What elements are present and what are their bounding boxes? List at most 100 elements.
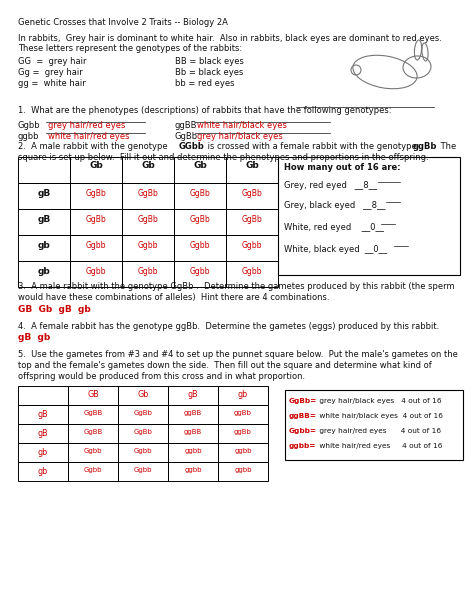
Bar: [122, 209, 174, 235]
Bar: [174, 261, 226, 287]
Text: ggbb: ggbb: [234, 467, 252, 473]
Bar: [18, 424, 68, 443]
Bar: [218, 462, 268, 481]
Text: Grey, red eyed   __8__: Grey, red eyed __8__: [284, 181, 377, 190]
Bar: [18, 462, 68, 481]
Bar: [118, 386, 168, 405]
Bar: [68, 405, 118, 424]
Text: ggbb: ggbb: [234, 448, 252, 454]
Text: Ggbb=: Ggbb=: [289, 428, 317, 434]
Text: ggbb: ggbb: [184, 467, 202, 473]
Bar: [18, 235, 70, 261]
Bar: [70, 261, 122, 287]
Text: gb: gb: [37, 241, 50, 250]
Bar: [18, 443, 68, 462]
Bar: [70, 209, 122, 235]
Text: Ggbb: Ggbb: [134, 467, 152, 473]
Bar: [174, 183, 226, 209]
Text: ggBB=: ggBB=: [289, 413, 317, 419]
Text: GB: GB: [87, 390, 99, 399]
Text: Ggbb: Ggbb: [86, 241, 106, 250]
Text: GgBb: GgBb: [137, 215, 158, 224]
Bar: [122, 235, 174, 261]
Bar: [118, 443, 168, 462]
Text: Ggbb: Ggbb: [18, 121, 41, 130]
Bar: [226, 235, 278, 261]
Text: In rabbits,  Grey hair is dominant to white hair.  Also in rabbits, black eyes a: In rabbits, Grey hair is dominant to whi…: [18, 34, 442, 43]
Text: ggbb=: ggbb=: [289, 443, 316, 449]
Text: GgBb: GgBb: [137, 189, 158, 198]
Text: gb: gb: [38, 448, 48, 457]
Bar: [118, 462, 168, 481]
Text: white hair/red eyes: white hair/red eyes: [48, 132, 129, 141]
Bar: [68, 386, 118, 405]
Text: GgBb: GgBb: [190, 189, 210, 198]
Bar: [168, 462, 218, 481]
Text: Gg =  grey hair: Gg = grey hair: [18, 68, 83, 77]
Bar: [168, 443, 218, 462]
Text: White, black eyed  __0__: White, black eyed __0__: [284, 245, 387, 254]
Bar: [218, 424, 268, 443]
Bar: [18, 405, 68, 424]
Bar: [122, 157, 174, 183]
Text: white hair/black eyes: white hair/black eyes: [197, 121, 287, 130]
Text: bb = red eyes: bb = red eyes: [175, 79, 235, 88]
Text: Ggbb: Ggbb: [242, 241, 262, 250]
Text: BB = black eyes: BB = black eyes: [175, 57, 244, 66]
Text: square is set up below.  Fill it out and determine the phenotypes and proportion: square is set up below. Fill it out and …: [18, 153, 428, 162]
Bar: [174, 235, 226, 261]
Bar: [68, 424, 118, 443]
Bar: [118, 424, 168, 443]
Text: Genetic Crosses that Involve 2 Traits -- Biology 2A: Genetic Crosses that Involve 2 Traits --…: [18, 18, 228, 27]
Text: Gb: Gb: [193, 161, 207, 170]
Bar: [18, 157, 70, 183]
Text: is crossed with a female rabbit with the genotype: is crossed with a female rabbit with the…: [205, 142, 419, 151]
Text: GgBb: GgBb: [86, 215, 106, 224]
Text: gB: gB: [38, 410, 48, 419]
Text: GB  Gb  gB  gb: GB Gb gB gb: [18, 305, 91, 314]
Bar: [168, 424, 218, 443]
Text: White, red eyed    __0__: White, red eyed __0__: [284, 223, 384, 232]
Bar: [70, 235, 122, 261]
Text: ggBb: ggBb: [234, 429, 252, 435]
Bar: [174, 209, 226, 235]
Bar: [285, 390, 463, 460]
Text: GgBb: GgBb: [242, 215, 263, 224]
Text: GgBb=: GgBb=: [289, 398, 317, 404]
Text: 4.  A female rabbit has the genotype ggBb.  Determine the gametes (eggs) produce: 4. A female rabbit has the genotype ggBb…: [18, 322, 439, 331]
Text: gb: gb: [37, 267, 50, 276]
Text: ggBB: ggBB: [175, 121, 198, 130]
Text: GgBb: GgBb: [242, 189, 263, 198]
Text: Ggbb: Ggbb: [190, 241, 210, 250]
Text: Gb: Gb: [137, 390, 149, 399]
Bar: [218, 405, 268, 424]
Text: GgBb: GgBb: [134, 410, 153, 416]
Text: Ggbb: Ggbb: [242, 267, 262, 276]
Text: Ggbb: Ggbb: [138, 267, 158, 276]
Text: Ggbb: Ggbb: [84, 467, 102, 473]
Text: Gb: Gb: [141, 161, 155, 170]
Text: Gb: Gb: [245, 161, 259, 170]
Text: Gb: Gb: [89, 161, 103, 170]
Text: grey hair/black eyes: grey hair/black eyes: [197, 132, 283, 141]
Bar: [278, 157, 460, 275]
Text: grey hair/black eyes   4 out of 16: grey hair/black eyes 4 out of 16: [317, 398, 441, 404]
Text: GgBb: GgBb: [190, 215, 210, 224]
Bar: [226, 157, 278, 183]
Bar: [68, 443, 118, 462]
Text: Ggbb: Ggbb: [190, 267, 210, 276]
Bar: [168, 405, 218, 424]
Text: gb: gb: [238, 390, 248, 399]
Text: Ggbb: Ggbb: [134, 448, 152, 454]
Bar: [18, 209, 70, 235]
Bar: [226, 261, 278, 287]
Text: These letters represent the genotypes of the rabbits:: These letters represent the genotypes of…: [18, 44, 242, 53]
Text: gB: gB: [37, 189, 51, 198]
Text: Grey, black eyed   __8__: Grey, black eyed __8__: [284, 201, 385, 210]
Bar: [70, 183, 122, 209]
Text: gB: gB: [37, 215, 51, 224]
Text: ggBB: ggBB: [184, 429, 202, 435]
Bar: [226, 183, 278, 209]
Bar: [168, 386, 218, 405]
Text: GgBb: GgBb: [175, 132, 198, 141]
